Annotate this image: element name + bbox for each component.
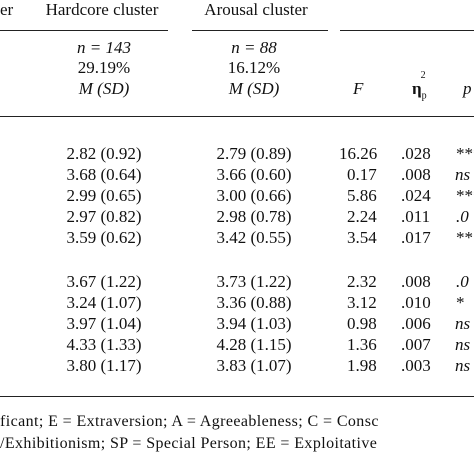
arousal-value: 2.98 (0.78) bbox=[216, 207, 292, 226]
hardcore-value: 3.67 (1.22) bbox=[66, 272, 142, 291]
hardcore-value: 4.33 (1.33) bbox=[66, 335, 142, 354]
eta-value: .008 bbox=[401, 165, 431, 184]
f-value: 2.24 bbox=[347, 207, 377, 226]
f-value: 0.98 bbox=[347, 314, 377, 333]
eta-superscript: 2 bbox=[420, 70, 426, 82]
arousal-value: 3.36 (0.88) bbox=[216, 293, 292, 312]
hardcore-value: 2.97 (0.82) bbox=[66, 207, 142, 226]
eta-value: .003 bbox=[401, 356, 431, 375]
p-header: p bbox=[463, 79, 472, 98]
arousal-value: 3.83 (1.07) bbox=[216, 356, 292, 375]
f-value: 5.86 bbox=[347, 186, 377, 205]
f-value: 2.32 bbox=[347, 272, 377, 291]
eta-value: .017 bbox=[401, 228, 431, 247]
p-value: *** bbox=[456, 144, 474, 163]
hardcore-pct: 29.19% bbox=[77, 58, 131, 77]
eta-value: .006 bbox=[401, 314, 431, 333]
hardcore-value: 3.80 (1.17) bbox=[66, 356, 142, 375]
hardcore-value: 3.97 (1.04) bbox=[66, 314, 142, 333]
p-value: ns bbox=[455, 356, 471, 375]
hardcore-cluster-header: Hardcore cluster bbox=[45, 0, 159, 19]
arousal-value: 3.00 (0.66) bbox=[216, 186, 292, 205]
stats-header-rule bbox=[340, 30, 474, 31]
p-value: .0 bbox=[456, 272, 469, 291]
p-value: *** bbox=[456, 186, 474, 205]
cluster-header-partial: er bbox=[0, 0, 14, 19]
hardcore-value: 2.99 (0.65) bbox=[66, 186, 142, 205]
arousal-value: 4.28 (1.15) bbox=[216, 335, 292, 354]
table-footnote-line-2: /Exhibitionism; SP = Special Person; EE … bbox=[0, 435, 378, 452]
eta-value: .028 bbox=[401, 144, 431, 163]
arousal-n: n = 88 bbox=[231, 38, 277, 57]
hardcore-value: 3.24 (1.07) bbox=[66, 293, 142, 312]
arousal-msd: M (SD) bbox=[228, 79, 280, 98]
f-header: F bbox=[353, 79, 364, 98]
p-value: ** bbox=[456, 228, 473, 247]
header-bottom-rule bbox=[0, 116, 474, 117]
arousal-value: 3.73 (1.22) bbox=[216, 272, 292, 291]
eta-value: .024 bbox=[401, 186, 431, 205]
hardcore-value: 3.68 (0.64) bbox=[66, 165, 142, 184]
arousal-value: 2.79 (0.89) bbox=[216, 144, 292, 163]
p-value: ns bbox=[455, 335, 471, 354]
eta-subscript: p bbox=[421, 90, 427, 102]
f-value: 0.17 bbox=[347, 165, 377, 184]
hardcore-n: n = 143 bbox=[77, 38, 131, 57]
p-value: * bbox=[456, 293, 465, 312]
eta-value: .008 bbox=[401, 272, 431, 291]
eta-value: .007 bbox=[401, 335, 431, 354]
arousal-cluster-header: Arousal cluster bbox=[204, 0, 308, 19]
p-value: ns bbox=[455, 314, 471, 333]
arousal-pct: 16.12% bbox=[227, 58, 281, 77]
hardcore-header-rule bbox=[0, 30, 168, 31]
eta-value: .011 bbox=[401, 207, 431, 226]
arousal-value: 3.94 (1.03) bbox=[216, 314, 292, 333]
f-value: 1.98 bbox=[347, 356, 377, 375]
eta-symbol: η bbox=[412, 79, 422, 98]
arousal-header-rule bbox=[192, 30, 328, 31]
p-value: ns bbox=[455, 165, 471, 184]
f-value: 3.54 bbox=[347, 228, 377, 247]
eta-header: ηp 2 bbox=[412, 71, 427, 102]
table-bottom-rule bbox=[0, 396, 474, 397]
hardcore-msd: M (SD) bbox=[78, 79, 130, 98]
arousal-value: 3.42 (0.55) bbox=[216, 228, 292, 247]
table-footnote-line-1: ficant; E = Extraversion; A = Agreeablen… bbox=[0, 413, 379, 430]
eta-value: .010 bbox=[401, 293, 431, 312]
p-value: .0 bbox=[456, 207, 469, 226]
f-value: 3.12 bbox=[347, 293, 377, 312]
f-value: 1.36 bbox=[347, 335, 377, 354]
hardcore-value: 2.82 (0.92) bbox=[66, 144, 142, 163]
f-value: 16.26 bbox=[339, 144, 378, 163]
arousal-value: 3.66 (0.60) bbox=[216, 165, 292, 184]
hardcore-value: 3.59 (0.62) bbox=[66, 228, 142, 247]
